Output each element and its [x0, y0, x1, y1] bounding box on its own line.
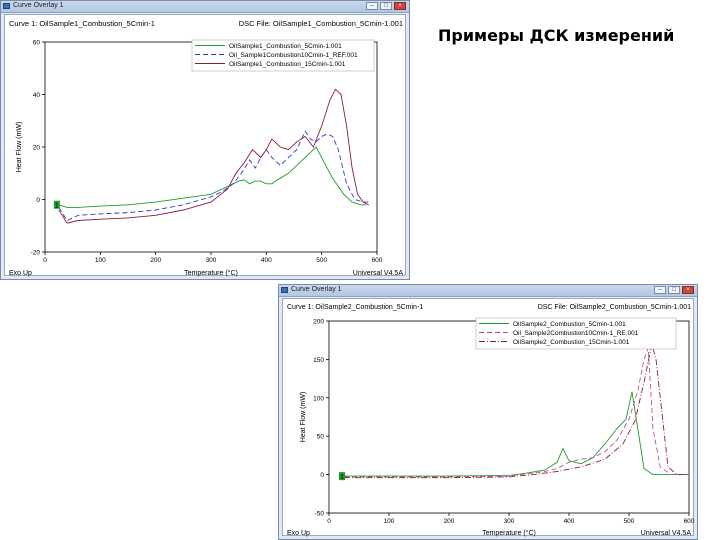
curve-marker: [339, 472, 345, 481]
close-button[interactable]: ×: [682, 286, 694, 294]
x-tick-label: 600: [372, 257, 383, 264]
x-tick-label: 500: [624, 518, 635, 525]
curve-marker-label: 1: [340, 475, 344, 481]
plot-frame: [328, 320, 690, 514]
minimize-button[interactable]: –: [654, 286, 666, 294]
y-tick-label: 100: [313, 395, 324, 402]
window-title: Curve Overlay 1: [13, 2, 64, 9]
y-axis-label: Heat Flow (mW): [300, 392, 307, 443]
dsc-chart-1: Curve 1: OilSample1_Combustion_5Cmin-1 DS…: [9, 19, 404, 277]
x-tick-label: 500: [316, 257, 327, 264]
curve-overlay-window-1: Curve Overlay 1 – □ × Curve 1: OilSample…: [0, 0, 410, 280]
x-tick-label: 200: [150, 257, 161, 264]
plot-frame: [44, 41, 378, 253]
exo-up-label: Exo Up: [9, 270, 32, 277]
maximize-button[interactable]: □: [380, 2, 392, 10]
series-line-2: [344, 347, 689, 478]
curve-overlay-window-2: Curve Overlay 1 – □ × Curve 1: OilSample…: [278, 284, 698, 540]
x-tick-label: 100: [95, 257, 106, 264]
legend-label: OilSample2_Combustion_15Cmin-1.001: [513, 339, 630, 346]
maximize-button[interactable]: □: [668, 286, 680, 294]
dsc-chart-2: Curve 1: OilSample2_Combustion_5Cmin-1 DS…: [287, 304, 695, 537]
series-line-3: [58, 88, 369, 224]
close-button[interactable]: ×: [394, 2, 406, 10]
y-tick-label: 60: [33, 40, 41, 47]
app-icon: [3, 3, 10, 9]
y-tick-label: 40: [33, 92, 41, 99]
y-tick-label: -20: [31, 250, 41, 257]
series-line-3: [344, 343, 689, 479]
x-tick-label: 300: [504, 518, 515, 525]
legend-label: OilSample2_Combustion_5Cmin-1.001: [513, 321, 626, 328]
plot-area: Curve 1: OilSample1_Combustion_5Cmin-1 DS…: [4, 14, 406, 277]
y-tick-label: 20: [33, 145, 41, 152]
legend-box: [475, 317, 677, 350]
window-title: Curve Overlay 1: [291, 286, 342, 293]
chart-header-right: DSC File: OilSample2_Combustion_5Cmin-1.…: [538, 304, 691, 311]
y-tick-label: 200: [313, 319, 324, 326]
slide-title: Примеры ДСК измерений: [438, 26, 675, 45]
series-line-1: [344, 391, 689, 477]
y-tick-label: 150: [313, 357, 324, 364]
x-tick-label: 600: [684, 518, 695, 525]
plot-area: Curve 1: OilSample2_Combustion_5Cmin-1 DS…: [282, 298, 695, 537]
minimize-button[interactable]: –: [366, 2, 378, 10]
y-tick-label: 50: [317, 434, 325, 441]
y-tick-label: 0: [320, 472, 324, 479]
series-line-1: [58, 146, 366, 208]
series-line-2: [58, 130, 369, 222]
chart-header-left: Curve 1: OilSample2_Combustion_5Cmin-1: [287, 304, 423, 311]
exo-up-label: Exo Up: [287, 530, 310, 537]
y-axis-label: Heat Flow (mW): [16, 122, 23, 173]
chart-header-right: DSC File: OilSample1_Combustion_5Cmin-1.…: [239, 19, 403, 28]
y-tick-label: -50: [315, 511, 325, 518]
version-label: Universal V4.5A: [353, 270, 404, 277]
x-tick-label: 400: [261, 257, 272, 264]
curve-marker: [53, 200, 60, 209]
x-tick-label: 0: [327, 518, 331, 525]
version-label: Universal V4.5A: [641, 530, 692, 537]
x-tick-label: 0: [43, 257, 47, 264]
window-titlebar[interactable]: Curve Overlay 1 – □ ×: [279, 285, 697, 297]
x-axis-label: Temperature (°C): [482, 529, 536, 537]
x-tick-label: 300: [206, 257, 217, 264]
legend-label: OilSample1_Combustion_15Cmin-1.001: [229, 61, 346, 68]
legend-label: OilSample1_Combustion_5Cmin-1.001: [229, 43, 342, 50]
legend-label: Oil_Sample1Combustion10Cmin-1_REF.001: [229, 52, 358, 59]
legend-label: Oil_Sample2Combustion10Cmin-1_RE.001: [513, 330, 639, 337]
x-tick-label: 100: [384, 518, 395, 525]
x-tick-label: 400: [564, 518, 575, 525]
app-icon: [281, 287, 288, 293]
x-tick-label: 200: [444, 518, 455, 525]
chart-header-left: Curve 1: OilSample1_Combustion_5Cmin-1: [9, 19, 155, 28]
y-tick-label: 0: [36, 197, 40, 204]
curve-marker-label: 1: [55, 203, 59, 209]
x-axis-label: Temperature (°C): [184, 269, 238, 277]
window-titlebar[interactable]: Curve Overlay 1 – □ ×: [1, 1, 409, 13]
